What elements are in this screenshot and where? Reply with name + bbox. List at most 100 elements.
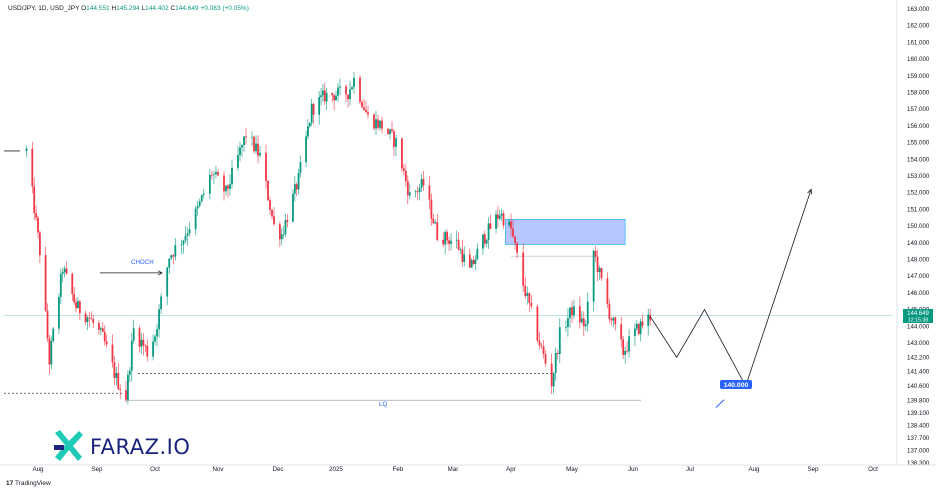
price-tick-label: 139.100 [907,410,930,417]
time-tick-label: Oct [868,466,878,473]
candle-body [132,328,135,341]
candle-body [140,339,143,347]
candle-body [634,328,636,337]
candle-body [512,228,514,237]
candle-body [406,181,409,196]
price-tick-label: 137.700 [907,435,930,442]
candle-body [393,131,395,147]
open-label: O [81,5,87,12]
candle-body [457,239,460,250]
candle-body [414,191,417,193]
candle-body [365,109,367,113]
candle-body [377,119,379,128]
candle-body [461,249,464,263]
symbol-legend: USD/JPY, 1D, USD_JPY O144.551 H145.294 L… [8,5,249,12]
candle-body [293,184,296,194]
candle-body [280,234,283,240]
candle-body [495,214,497,229]
price-tick-label: 142.200 [907,354,930,361]
candle-body [292,193,294,222]
candle-body [198,201,201,206]
candle-body [628,336,630,352]
candle-body [245,136,247,138]
candle-body [39,232,41,256]
candle-body [86,317,89,323]
target-pointer [715,399,725,408]
candle-body [322,90,324,96]
candle-body [119,389,122,391]
candle-body [37,217,39,233]
price-tick-label: 163.000 [907,6,930,13]
candle-body [489,223,492,229]
candle-body [528,293,531,303]
candle-body [444,231,447,245]
candle-body [600,268,603,279]
price-tick-label: 138.400 [907,422,930,429]
candle-body [497,214,499,219]
candle-body [231,167,233,185]
candle-body [115,372,118,378]
price-tick-label: 158.000 [907,90,930,97]
candle-body [408,192,411,196]
price-tick-label: 162.000 [907,23,930,30]
candle-body [500,213,503,216]
candle-body [331,93,334,96]
close-value: 144.649 [175,5,199,12]
candle-body [584,324,587,327]
candle-body [626,350,628,352]
candle-body [565,327,567,328]
candle-body [610,319,613,321]
candle-body [92,319,95,323]
candle-body [571,307,573,316]
candle-body [31,148,34,187]
candle-body [430,199,433,219]
candle-body [498,215,501,219]
price-tick-label: 156.000 [907,123,930,130]
countdown-value: 12:15:38 [908,318,928,324]
candle-body [243,136,245,146]
candle-body [202,193,205,195]
candle-body [641,321,644,326]
candle-body [622,339,625,355]
price-tick-label: 137.000 [907,447,930,454]
candle-body [144,345,147,347]
candle-body [586,301,589,325]
price-tick-label: 143.000 [907,340,930,347]
candle-body [308,122,311,127]
change-value: +0.083 (+0.05%) [200,5,249,12]
candle-body [77,301,79,309]
time-tick-label: Aug [748,466,760,473]
price-tick-label: 149.000 [907,240,930,247]
price-tick-label: 154.000 [907,156,930,163]
candle-body [442,239,445,245]
price-tick-label: 140.600 [907,383,930,390]
candle-body [482,234,484,249]
tradingview-footer[interactable]: 17 TradingView [6,480,51,487]
candle-body [184,235,187,241]
candle-body [125,390,127,400]
candle-body [208,174,211,194]
candle-body [580,318,583,323]
candle-body [152,341,154,357]
target-badge[interactable]: 140.000 [720,380,752,389]
candle-body [558,327,561,355]
logo-text: FARAZ.IO [90,435,190,459]
candle-body [225,185,227,192]
time-axis: Aug Sep Oct Nov Dec 2025 Feb Mar Apr May Jun Jul Aug… [0,464,936,473]
candle-body [251,136,253,138]
candle-body [402,168,405,171]
candle-body [476,248,479,260]
target-badge-bg [720,380,752,389]
lq-label: LQ [379,401,387,408]
candle-body [592,250,595,302]
candle-body [166,267,169,297]
candle-body [90,318,93,320]
candle-body [508,221,511,226]
candle-body [387,128,389,135]
candle-body [422,179,425,186]
candle-body [52,328,55,342]
candle-body [359,77,361,102]
candle-body [25,148,28,151]
candle-body [186,233,189,236]
